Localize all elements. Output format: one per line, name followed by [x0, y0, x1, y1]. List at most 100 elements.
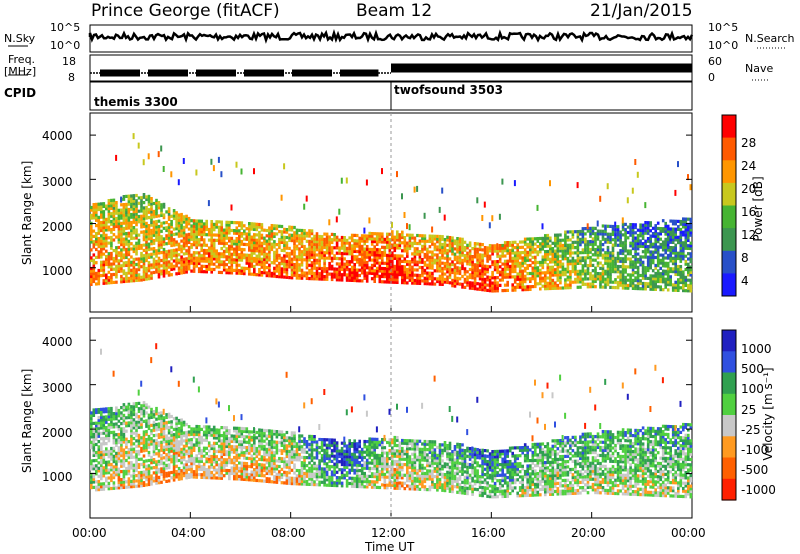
echo-cell	[541, 263, 545, 267]
echo-cell	[157, 414, 161, 418]
echo-cell	[132, 450, 136, 454]
echo-cell	[167, 223, 171, 227]
echo-cell	[358, 252, 361, 256]
echo-cell	[150, 223, 153, 227]
echo-cell	[152, 412, 156, 416]
echo-cell	[521, 280, 524, 284]
echo-cell	[584, 237, 587, 241]
echo-cell	[544, 276, 547, 280]
echo-cell	[105, 220, 108, 224]
echo-cell	[120, 266, 123, 271]
echo-cell	[192, 259, 196, 263]
echo-cell	[641, 236, 645, 240]
echo-cell	[411, 257, 414, 261]
echo-cell	[150, 357, 153, 364]
echo-cell	[338, 273, 341, 277]
echo-cell	[559, 241, 562, 245]
echo-cell	[318, 240, 321, 244]
echo-cell	[147, 442, 151, 447]
echo-cell	[195, 232, 198, 236]
echo-cell	[463, 246, 467, 250]
echo-cell	[659, 280, 662, 284]
echo-cell	[398, 246, 402, 250]
echo-cell	[150, 407, 153, 411]
echo-cell	[170, 222, 173, 226]
echo-cell	[182, 447, 186, 451]
echo-cell	[270, 245, 274, 249]
echo-cell	[167, 225, 171, 229]
echo-cell	[122, 226, 126, 231]
echo-cell	[165, 471, 168, 475]
echo-cell	[458, 258, 462, 262]
echo-cell	[333, 275, 336, 279]
echo-cell	[172, 473, 176, 477]
echo-cell	[265, 266, 269, 270]
echo-cell	[288, 233, 291, 237]
echo-cell	[115, 451, 118, 455]
echo-cell	[629, 228, 632, 232]
echo-cell	[207, 230, 211, 234]
echo-cell	[441, 253, 444, 257]
echo-cell	[669, 259, 672, 263]
echo-cell	[396, 246, 399, 250]
echo-cell	[501, 249, 504, 253]
echo-cell	[666, 235, 670, 239]
echo-cell	[137, 217, 141, 221]
echo-cell	[473, 265, 477, 270]
echo-cell	[651, 253, 655, 257]
echo-cell	[503, 254, 507, 258]
echo-cell	[167, 270, 171, 275]
echo-cell	[177, 221, 181, 225]
echo-cell	[145, 256, 148, 260]
echo-cell	[167, 217, 171, 221]
echo-cell	[132, 420, 136, 425]
echo-cell	[263, 236, 266, 240]
echo-cell	[295, 239, 299, 243]
echo-cell	[391, 270, 394, 274]
echo-cell	[105, 418, 108, 422]
echo-cell	[182, 420, 186, 424]
echo-cell	[155, 206, 158, 210]
echo-cell	[646, 260, 650, 265]
echo-cell	[220, 231, 223, 235]
echo-cell	[303, 236, 306, 241]
echo-cell	[636, 257, 640, 261]
echo-cell	[644, 250, 647, 254]
echo-cell	[438, 256, 442, 260]
echo-cell	[110, 473, 113, 477]
echo-cell	[135, 455, 138, 459]
echo-cell	[110, 486, 113, 491]
echo-cell	[280, 267, 284, 271]
echo-cell	[135, 217, 138, 221]
echo-cell	[160, 272, 163, 276]
echo-cell	[265, 247, 269, 251]
echo-cell	[631, 268, 635, 272]
echo-cell	[160, 203, 163, 207]
echo-cell	[260, 265, 264, 269]
echo-cell	[611, 251, 615, 255]
echo-cell	[170, 257, 173, 261]
echo-cell	[100, 463, 103, 467]
echo-cell	[320, 266, 324, 271]
echo-cell	[368, 269, 371, 273]
echo-cell	[386, 245, 389, 250]
echo-cell	[107, 209, 111, 213]
echo-cell	[421, 258, 424, 262]
echo-cell	[355, 257, 359, 261]
echo-cell	[358, 273, 361, 278]
echo-cell	[210, 222, 213, 226]
echo-cell	[644, 229, 647, 233]
echo-cell	[370, 242, 374, 246]
echo-cell	[197, 267, 201, 271]
echo-cell	[142, 222, 146, 226]
echo-cell	[641, 228, 645, 233]
echo-cell	[671, 227, 675, 231]
echo-cell	[503, 283, 507, 287]
echo-cell	[416, 233, 419, 238]
echo-cell	[195, 243, 198, 247]
echo-cell	[418, 242, 422, 246]
echo-cell	[556, 260, 560, 264]
echo-cell	[220, 241, 223, 245]
echo-cell	[233, 260, 236, 264]
echo-cell	[125, 237, 128, 241]
